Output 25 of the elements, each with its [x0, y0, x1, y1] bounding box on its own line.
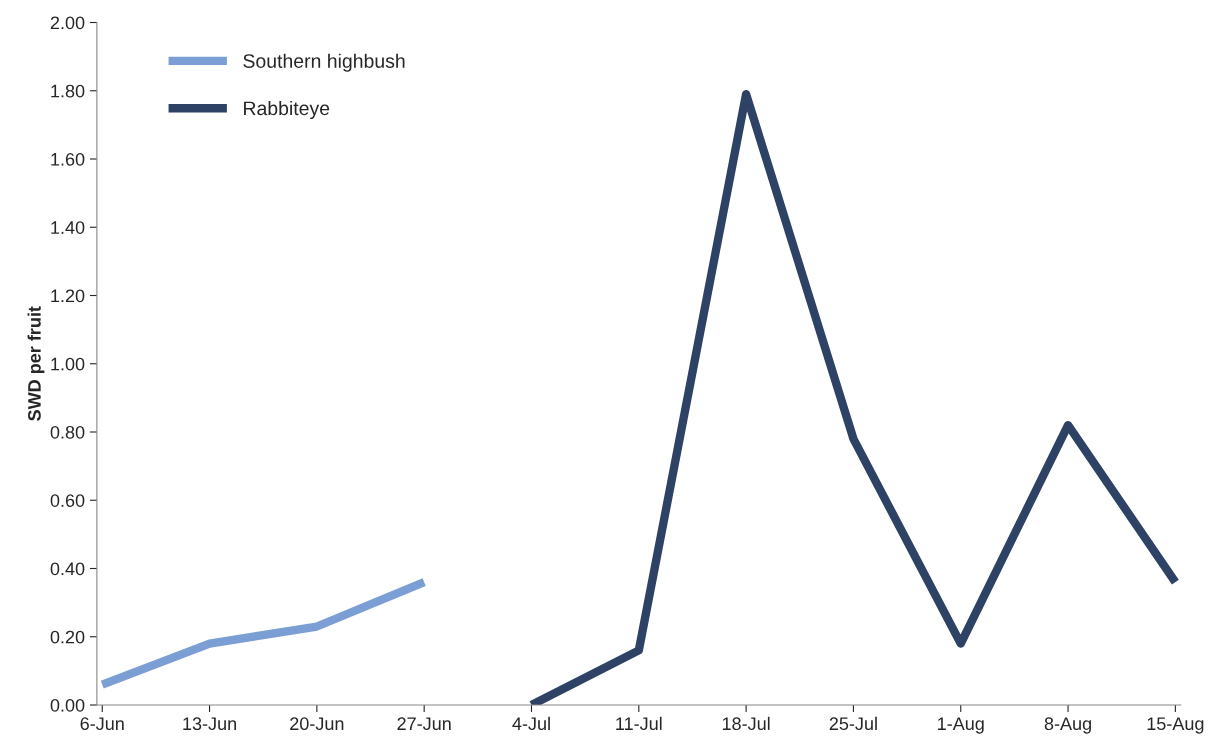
y-axis-title: SWD per fruit: [27, 306, 45, 421]
y-tick-label: 0.40: [50, 562, 85, 576]
legend-label: Rabbiteye: [244, 100, 330, 120]
x-tick-label: 8-Aug: [1044, 717, 1091, 734]
x-tick-label: 15-Aug: [1147, 717, 1204, 734]
x-tick-label: 20-Jun: [290, 717, 344, 731]
x-tick-label: 25-Jul: [829, 716, 877, 731]
y-tick-label: 0.00: [50, 698, 85, 712]
x-tick-label: 27-Jun: [397, 717, 451, 731]
x-tick-label: 18-Jul: [722, 716, 770, 731]
x-tick-label: 4-Jul: [512, 716, 550, 731]
y-tick-label: 1.60: [51, 152, 85, 166]
x-tick-label: 1-Aug: [938, 717, 984, 734]
y-tick-label: 0.60: [50, 494, 85, 507]
y-tick-label: 1.80: [51, 84, 85, 98]
y-tick-label: 2.00: [50, 16, 85, 30]
y-tick-label: 0.80: [50, 425, 85, 439]
y-tick-label: 1.40: [51, 221, 85, 234]
x-tick-label: 6-Jun: [80, 717, 124, 731]
legend-label: Southern highbush: [243, 53, 405, 72]
y-tick-label: 0.20: [50, 630, 85, 644]
x-tick-label: 13-Jun: [183, 717, 236, 731]
x-tick-label: 11-Jul: [616, 716, 662, 731]
y-tick-label: 1.20: [51, 289, 85, 303]
y-tick-label: 1.00: [51, 357, 85, 371]
